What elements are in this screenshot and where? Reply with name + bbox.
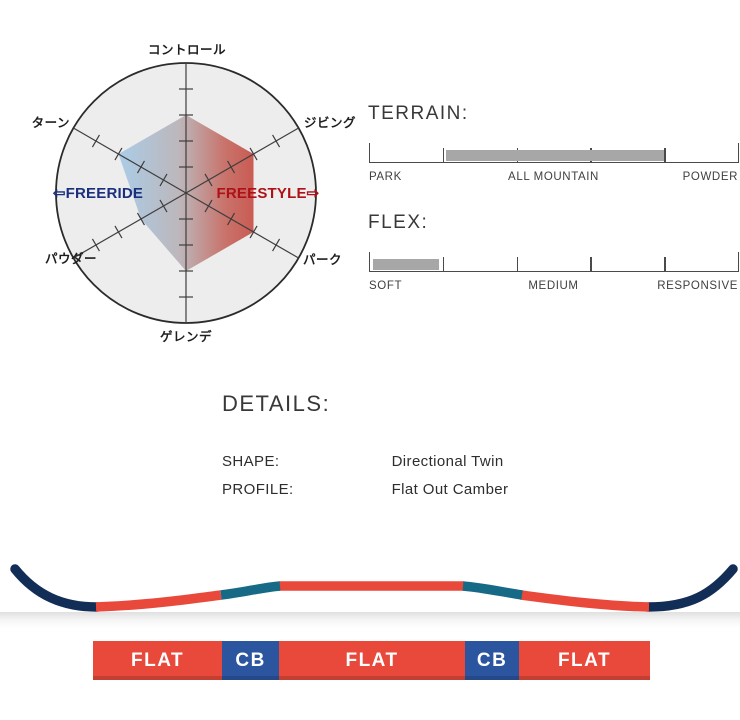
terrain-ruler <box>369 143 740 163</box>
board-right-tip <box>643 564 738 612</box>
details-section-title: DETAILS: <box>222 391 331 416</box>
profile-segment-label: CB <box>476 649 508 671</box>
profile-segment-flat: FLAT <box>93 641 223 680</box>
ruler-baseline <box>369 270 738 272</box>
profile-segment-flat: FLAT <box>279 641 466 680</box>
board-left-tip <box>10 564 102 612</box>
terrain-label-all-mountain: ALL MOUNTAIN <box>508 171 599 183</box>
board-side-profile-illustration <box>10 564 738 612</box>
radar-axis-tick <box>204 173 213 187</box>
profile-value: Flat Out Camber <box>391 481 509 498</box>
terrain-label-park: PARK <box>369 171 402 183</box>
ruler-tick <box>738 143 740 163</box>
radar-axis-tick <box>114 147 123 161</box>
range-bar <box>446 150 665 161</box>
radar-axis-line <box>73 127 187 194</box>
ruler-tick <box>516 257 518 272</box>
radar-axis-label: ジビング <box>304 115 356 130</box>
range-bar <box>372 259 440 270</box>
radar-axis-tick <box>272 134 281 148</box>
radar-axis-tick <box>136 160 145 174</box>
radar-axis-label: パウダー <box>45 251 97 266</box>
flex-ruler <box>369 252 740 272</box>
radar-axis-tick <box>249 147 258 161</box>
terrain-ruler-labels: PARK ALL MOUNTAIN POWDER <box>369 171 738 186</box>
ruler-tick <box>664 148 666 163</box>
board-camber-left <box>220 581 281 600</box>
ruler-tick <box>590 257 592 272</box>
radar-axis-tick <box>91 238 100 252</box>
flex-ruler-labels: SOFT MEDIUM RESPONSIVE <box>369 280 738 295</box>
radar-axis-label: パーク <box>303 253 342 267</box>
ruler-tick <box>664 257 666 272</box>
profile-segment-label: CB <box>235 649 266 671</box>
profile-segment-flat: FLAT <box>519 641 650 680</box>
ruler-tick <box>442 148 445 163</box>
board-flat-right <box>520 590 650 612</box>
radar-axis-line <box>185 192 299 259</box>
radar-axis-tick <box>136 212 145 226</box>
shape-value: Directional Twin <box>391 453 504 470</box>
camber-profile-bar: FLAT CB FLAT CB FLAT <box>93 641 650 680</box>
radar-axis-tick <box>204 199 213 213</box>
board-ground-shadow <box>0 612 740 628</box>
board-flat-left <box>95 590 222 612</box>
profile-segment-cb: CB <box>222 641 280 680</box>
radar-axis-tick <box>114 225 123 239</box>
radar-axis-label: コントロール <box>148 43 226 57</box>
radar-axis-tick <box>249 225 258 239</box>
flex-section-title: FLEX: <box>368 212 429 233</box>
radar-axis-tick <box>159 199 168 213</box>
ruler-tick <box>369 252 371 272</box>
radar-axis-label: ゲレンデ <box>160 329 212 344</box>
detail-row-profile: PROFILE: Flat Out Camber <box>222 481 508 498</box>
freestyle-label: FREESTYLE⇨ <box>217 185 320 202</box>
flex-label-responsive: RESPONSIVE <box>657 280 738 292</box>
ruler-tick <box>442 257 445 272</box>
board-camber-right <box>462 581 523 600</box>
flex-label-soft: SOFT <box>369 280 403 292</box>
terrain-section-title: TERRAIN: <box>368 103 469 124</box>
detail-row-shape: SHAPE: Directional Twin <box>222 453 504 470</box>
profile-label: PROFILE: <box>222 481 294 498</box>
radar-axis-label: ターン <box>32 115 70 130</box>
profile-segment-label: FLAT <box>131 649 185 671</box>
profile-segment-label: FLAT <box>345 649 399 671</box>
ruler-tick <box>738 252 740 272</box>
radar-axis-line <box>185 127 299 194</box>
terrain-label-powder: POWDER <box>682 171 738 183</box>
ruler-baseline <box>369 161 738 163</box>
radar-axis-tick <box>227 212 236 226</box>
radar-axis-tick <box>91 134 100 148</box>
radar-axis-tick <box>159 173 168 187</box>
flex-label-medium: MEDIUM <box>528 280 579 292</box>
freeride-label: ⇦FREERIDE <box>52 185 143 202</box>
profile-segment-cb: CB <box>465 641 520 680</box>
radar-axis-tick <box>227 160 236 174</box>
radar-axis-tick <box>272 238 281 252</box>
radar-axis-line <box>73 192 187 259</box>
profile-segment-label: FLAT <box>557 649 612 671</box>
shape-label: SHAPE: <box>222 453 280 470</box>
ruler-tick <box>369 143 371 163</box>
